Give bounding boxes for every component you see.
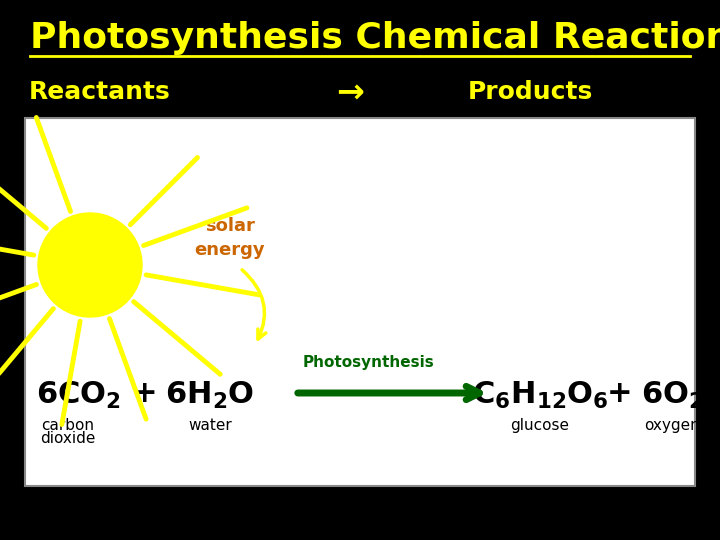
FancyArrowPatch shape [242,270,266,339]
Text: water: water [188,418,232,433]
FancyArrowPatch shape [298,386,480,400]
Text: solar
energy: solar energy [194,217,265,259]
Text: $\mathbf{+}$: $\mathbf{+}$ [606,379,630,408]
Text: oxygen: oxygen [644,418,700,433]
Text: $\mathbf{6H_2O}$: $\mathbf{6H_2O}$ [166,380,255,410]
Text: $\mathbf{+}$: $\mathbf{+}$ [131,379,156,408]
Text: $\mathbf{6O_2}$: $\mathbf{6O_2}$ [641,380,703,410]
Circle shape [38,213,142,317]
Text: $\mathbf{6CO_2}$: $\mathbf{6CO_2}$ [35,380,120,410]
Text: carbon: carbon [42,418,94,433]
FancyBboxPatch shape [25,118,695,486]
Text: Products: Products [467,80,593,104]
Text: Photosynthesis Chemical Reaction: Photosynthesis Chemical Reaction [30,21,720,55]
Text: $\mathbf{C_6H_{12}O_6}$: $\mathbf{C_6H_{12}O_6}$ [472,380,608,410]
Text: →: → [336,76,364,109]
Text: Reactants: Reactants [29,80,171,104]
Text: dioxide: dioxide [40,431,96,446]
Text: glucose: glucose [510,418,570,433]
Text: Photosynthesis: Photosynthesis [302,355,434,370]
